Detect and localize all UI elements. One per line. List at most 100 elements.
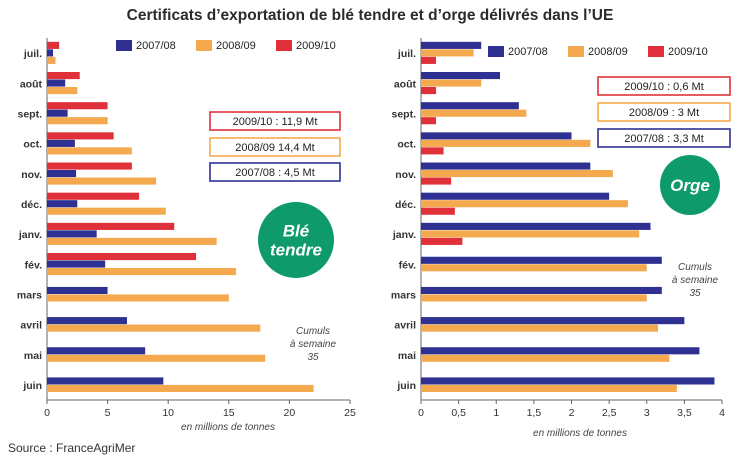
- ble-bar-2008-09: [47, 56, 56, 64]
- orge-legend-label: 2008/09: [588, 46, 628, 58]
- orge-bar-2007-08: [421, 317, 685, 325]
- ble-category-label: mai: [24, 350, 42, 362]
- orge-x-tick-label: 2,5: [602, 407, 617, 419]
- ble-category-label: janv.: [18, 229, 42, 241]
- ble-x-tick-label: 25: [344, 407, 356, 419]
- ble-legend-swatch: [276, 40, 292, 51]
- ble-total-label: 2009/10 : 11,9 Mt: [233, 116, 318, 128]
- ble-bar-2008-09: [47, 324, 261, 332]
- ble-bar-2007-08: [47, 200, 78, 208]
- ble-total-box: [209, 137, 341, 157]
- ble-x-axis-label: en millions de tonnes: [181, 422, 275, 433]
- orge-bar-2007-08: [421, 132, 572, 140]
- ble-note: 35: [307, 352, 319, 363]
- orge-bar-2009-10: [421, 237, 463, 245]
- ble-badge-label: tendre: [270, 241, 322, 260]
- orge-legend-label: 2007/08: [508, 46, 548, 58]
- ble-bar-2008-09: [47, 384, 314, 393]
- ble-bar-2009-10: [47, 253, 197, 261]
- orge-bar-2008-09: [421, 170, 613, 178]
- orge-bar-2007-08: [421, 256, 662, 264]
- ble-bar-2007-08: [47, 347, 146, 355]
- orge-bar-2008-09: [421, 264, 647, 272]
- ble-bar-2009-10: [47, 72, 80, 80]
- orge-bar-2007-08: [421, 41, 482, 49]
- orge-category-label: juil.: [397, 48, 416, 60]
- orge-total-label: 2007/08 : 3,3 Mt: [624, 133, 704, 145]
- orge-x-tick-label: 3: [644, 407, 650, 419]
- ble-bar-2009-10: [47, 132, 114, 140]
- orge-category-label: fév.: [399, 259, 416, 271]
- orge-bar-2007-08: [421, 286, 662, 295]
- orge-bar-2007-08: [421, 377, 715, 385]
- ble-bar-2008-09: [47, 147, 132, 155]
- orge-legend-swatch: [568, 46, 584, 57]
- orge-category-label: janv.: [392, 229, 416, 241]
- ble-bar-2008-09: [47, 237, 217, 245]
- orge-bar-2008-09: [421, 294, 647, 302]
- ble-x-tick-label: 10: [162, 407, 174, 419]
- orge-bar-2007-08: [421, 72, 501, 80]
- orge-category-label: août: [394, 78, 417, 90]
- ble-bar-2007-08: [47, 230, 97, 238]
- ble-bar-2009-10: [47, 222, 175, 230]
- orge-bar-2009-10: [421, 117, 437, 125]
- orge-bar-2007-08: [421, 347, 700, 355]
- orge-x-tick-label: 4: [719, 407, 725, 419]
- orge-legend-swatch: [648, 46, 664, 57]
- orge-category-label: oct.: [397, 139, 416, 151]
- orge-bar-2009-10: [421, 56, 437, 64]
- ble-category-label: mars: [17, 289, 42, 301]
- ble-category-label: nov.: [21, 169, 42, 181]
- ble-bar-2007-08: [47, 286, 108, 295]
- ble-category-label: août: [20, 78, 43, 90]
- orge-category-label: avril: [394, 320, 416, 332]
- ble-category-label: sept.: [17, 108, 42, 120]
- orge-legend-swatch: [488, 46, 504, 57]
- ble-bar-2009-10: [47, 102, 108, 110]
- ble-bar-2008-09: [47, 177, 157, 185]
- ble-bar-2009-10: [47, 192, 140, 200]
- orge-total-box: [597, 102, 731, 122]
- ble-badge: [258, 202, 334, 278]
- ble-legend-swatch: [116, 40, 132, 51]
- ble-x-tick-label: 20: [284, 407, 296, 419]
- ble-bar-2007-08: [47, 49, 54, 57]
- orge-bar-2008-09: [421, 200, 628, 208]
- orge-bar-2008-09: [421, 384, 677, 393]
- orge-category-label: juin: [396, 380, 416, 392]
- ble-bar-2008-09: [47, 354, 266, 362]
- ble-bar-2007-08: [47, 79, 66, 87]
- ble-bar-2009-10: [47, 162, 132, 170]
- ble-bar-2008-09: [47, 294, 229, 302]
- orge-x-tick-label: 1: [493, 407, 499, 419]
- ble-note: à semaine: [290, 339, 337, 350]
- ble-bar-2008-09: [47, 268, 237, 276]
- orge-x-tick-label: 2: [569, 407, 575, 419]
- ble-bar-2007-08: [47, 170, 77, 178]
- ble-badge-label: Blé: [283, 222, 309, 241]
- ble-x-tick-label: 0: [44, 407, 50, 419]
- ble-total-box: [209, 111, 341, 131]
- ble-bar-2007-08: [47, 109, 68, 117]
- orge-bar-2008-09: [421, 139, 591, 147]
- orge-category-label: déc.: [395, 199, 416, 211]
- orge-x-tick-label: 1,5: [527, 407, 542, 419]
- ble-bar-2008-09: [47, 87, 78, 95]
- ble-legend-label: 2008/09: [216, 40, 256, 52]
- orge-bar-2008-09: [421, 354, 670, 362]
- orge-x-tick-label: 0: [418, 407, 424, 419]
- ble-bar-2009-10: [47, 41, 60, 49]
- orge-bar-2008-09: [421, 49, 474, 57]
- orge-total-label: 2008/09 : 3 Mt: [629, 107, 699, 119]
- orge-category-label: mai: [398, 350, 416, 362]
- ble-category-label: fév.: [25, 259, 42, 271]
- orge-bar-2009-10: [421, 147, 444, 155]
- orge-note: 35: [689, 288, 701, 299]
- ble-x-tick-label: 15: [223, 407, 235, 419]
- ble-bar-2007-08: [47, 139, 75, 147]
- orge-total-box: [597, 128, 731, 148]
- ble-bar-2007-08: [47, 377, 164, 385]
- ble-legend-label: 2007/08: [136, 40, 176, 52]
